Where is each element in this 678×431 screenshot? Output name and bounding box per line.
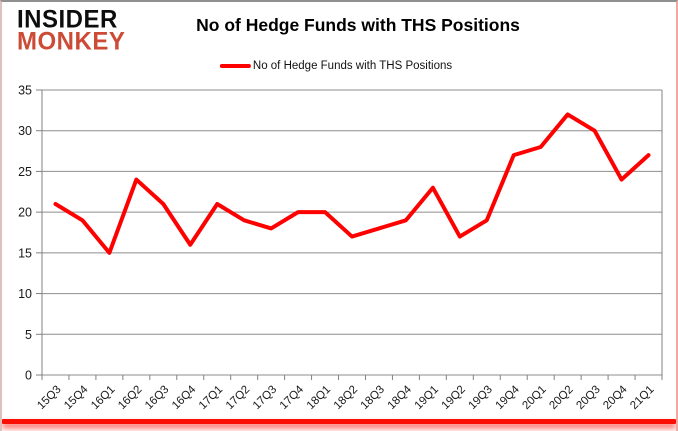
y-axis-tick-label: 0 — [25, 369, 32, 383]
x-axis-tick-label: 19Q1 — [413, 384, 441, 412]
bottom-red-accent-bar — [2, 419, 676, 424]
logo-text-insider: INSIDER — [17, 5, 118, 34]
x-axis-tick-label: 18Q3 — [359, 384, 387, 412]
y-axis-tick-label: 25 — [18, 165, 32, 179]
x-axis-tick-label: 16Q1 — [89, 384, 117, 412]
y-axis-tick-label: 20 — [18, 206, 32, 220]
y-axis-tick-label: 15 — [18, 246, 32, 260]
x-axis-tick-label: 17Q2 — [224, 384, 252, 412]
x-axis-tick-label: 21Q1 — [628, 384, 656, 412]
x-axis-tick-label: 18Q4 — [386, 383, 415, 412]
x-axis-tick-label: 20Q3 — [574, 384, 602, 412]
y-axis-tick-label: 5 — [25, 328, 32, 342]
y-axis-tick-label: 10 — [18, 287, 32, 301]
x-axis-tick-label: 19Q4 — [493, 383, 522, 412]
y-axis-tick-label: 30 — [18, 124, 32, 138]
x-axis-tick-label: 17Q3 — [251, 384, 279, 412]
page-title: No of Hedge Funds with THS Positions — [196, 15, 520, 35]
y-axis-tick-label: 35 — [18, 84, 32, 98]
x-axis-tick-label: 20Q4 — [601, 383, 630, 412]
legend-label: No of Hedge Funds with THS Positions — [252, 60, 453, 72]
x-axis-tick-label: 17Q1 — [197, 384, 225, 412]
x-axis-tick-label: 19Q3 — [467, 384, 495, 412]
x-axis-tick-label: 16Q3 — [143, 384, 171, 412]
x-axis-tick-label: 18Q1 — [305, 384, 333, 412]
x-axis-tick-label: 18Q2 — [332, 384, 360, 412]
legend-line-swatch — [219, 64, 251, 68]
insider-monkey-logo: INSIDER MONKEY — [17, 5, 126, 56]
x-axis-tick-label: 16Q4 — [170, 383, 199, 412]
data-line-series — [53, 112, 651, 255]
x-axis-tick-label: 17Q4 — [278, 383, 307, 412]
x-axis-tick-label: 19Q2 — [440, 384, 468, 412]
logo-text-monkey: MONKEY — [17, 27, 126, 56]
chart-legend: No of Hedge Funds with THS Positions — [219, 60, 453, 72]
x-axis-tick-label: 20Q1 — [520, 384, 548, 412]
x-axis-tick-label: 20Q2 — [547, 384, 575, 412]
x-axis-tick-label: 16Q2 — [116, 384, 144, 412]
x-axis-tick-label: 15Q4 — [62, 383, 91, 412]
x-axis-tick-label: 15Q3 — [35, 384, 63, 412]
